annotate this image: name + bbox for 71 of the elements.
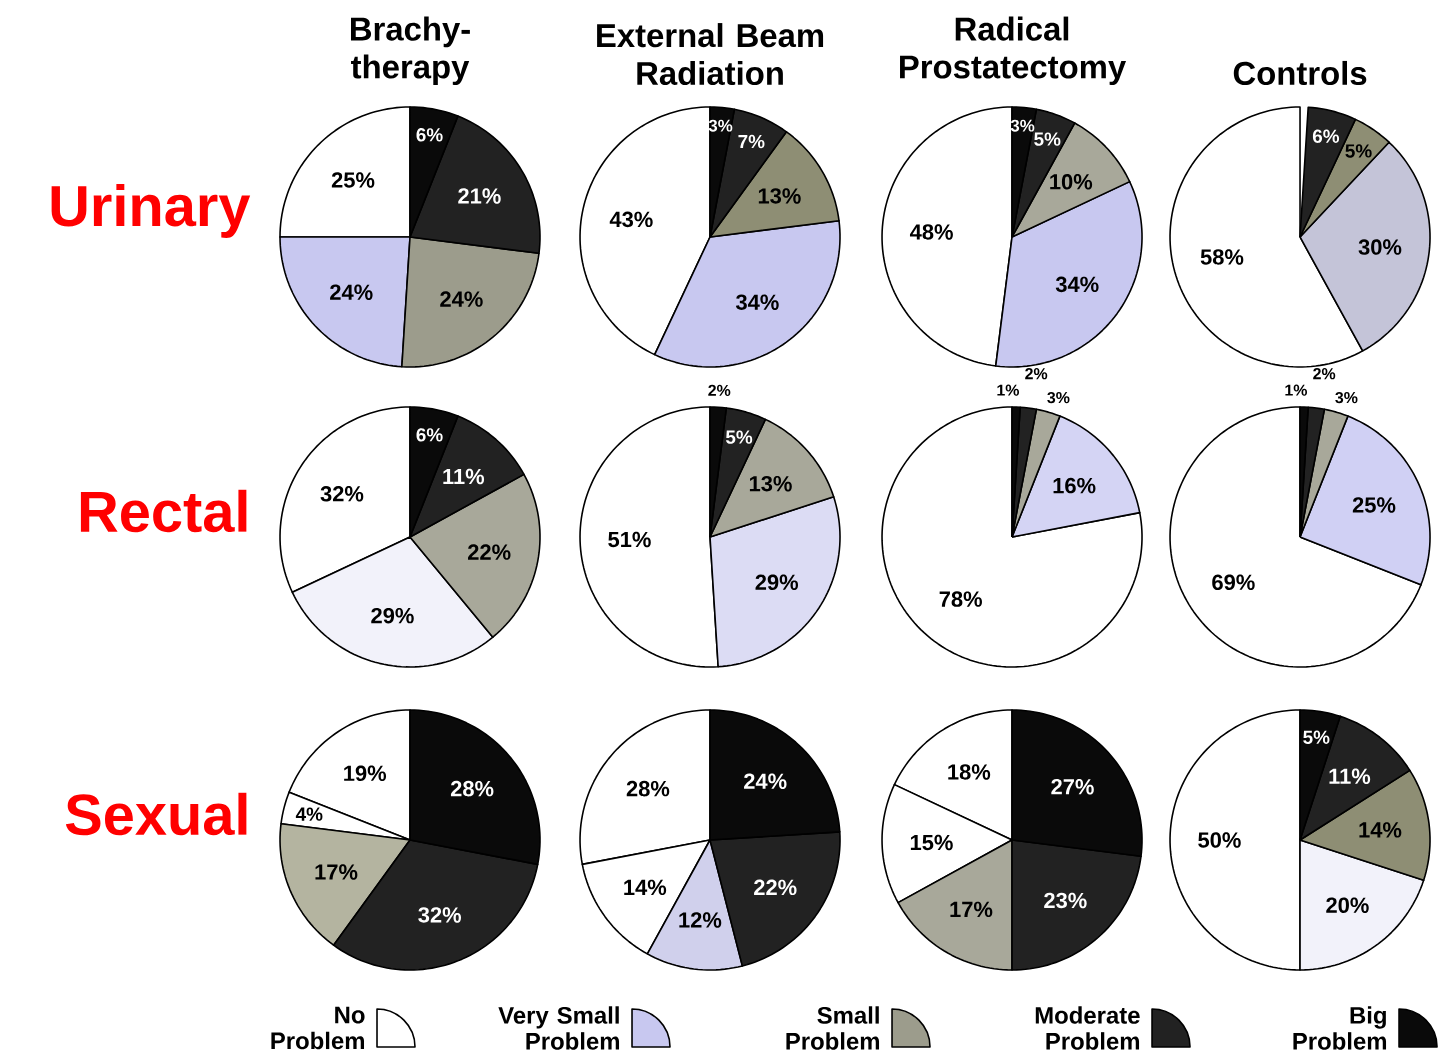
data-label: 6% [416, 128, 443, 142]
data-label: 2% [708, 384, 731, 396]
data-label: 11% [1329, 768, 1371, 785]
data-label: 20% [1326, 897, 1369, 913]
data-label: 51% [608, 531, 651, 548]
data-label: 16% [1053, 477, 1096, 494]
data-label: 24% [330, 284, 373, 300]
text: Rectal [80, 489, 247, 533]
data-label: 22% [754, 879, 797, 896]
legend-label: Very Small Problem [498, 1006, 620, 1050]
data-label: 24% [744, 773, 787, 789]
data-label: 5% [1303, 730, 1330, 744]
legend-label: Big Problem [1293, 1006, 1387, 1050]
data-label: 5% [1034, 132, 1061, 146]
data-label: 13% [758, 188, 801, 204]
data-label: 34% [735, 294, 779, 310]
data-label: 3% [1335, 391, 1358, 404]
data-label: 3% [1010, 119, 1035, 132]
data-label: 5% [725, 430, 753, 444]
data-label: 14% [1359, 822, 1402, 838]
data-label: 78% [939, 591, 982, 607]
data-label: 3% [708, 119, 733, 132]
chart-title: Controls [1233, 60, 1367, 86]
data-label: 7% [738, 134, 765, 149]
data-label: 29% [371, 607, 414, 624]
data-label: 24% [440, 291, 483, 307]
legend-label: Moderate Problem [1035, 1006, 1140, 1050]
data-label: 14% [624, 879, 667, 896]
data-label: 17% [315, 864, 358, 880]
data-label: 11% [443, 468, 485, 485]
data-label: 34% [1055, 276, 1099, 293]
data-label: 13% [749, 475, 792, 492]
data-label: 22% [468, 544, 511, 560]
data-label: 28% [626, 780, 670, 797]
chart-title: Brachy-therapy [351, 16, 470, 86]
data-label: 6% [1312, 129, 1340, 143]
data-label: 1% [1285, 384, 1308, 396]
data-label: 58% [1200, 249, 1244, 265]
data-label: 21% [458, 188, 501, 204]
data-label: 5% [1345, 144, 1372, 158]
data-label: 48% [909, 224, 953, 240]
data-label: 19% [344, 765, 387, 782]
chart-title: Radical Prostatectomy [900, 16, 1127, 86]
data-label: 28% [450, 780, 494, 797]
data-label: 43% [609, 211, 653, 228]
data-label: 1% [997, 384, 1020, 396]
text: Urinary [51, 184, 251, 238]
data-label: 23% [1044, 892, 1087, 909]
data-label: 27% [1051, 778, 1094, 795]
data-label: 29% [755, 574, 799, 591]
data-label: 10% [1050, 174, 1093, 190]
data-label: 3% [1047, 391, 1070, 404]
chart-title: External Beam Radiation [597, 23, 824, 86]
data-label: 17% [950, 901, 993, 918]
data-label: 25% [331, 172, 375, 188]
data-label: 50% [1198, 832, 1241, 848]
data-label: 4% [295, 807, 323, 821]
data-label: 32% [418, 907, 462, 923]
legend-label: Small Problem [786, 1006, 880, 1050]
data-label: 32% [320, 486, 364, 502]
data-label: 2% [1313, 368, 1336, 380]
data-label: 2% [1025, 368, 1048, 380]
data-label: 25% [1352, 497, 1396, 513]
data-label: 69% [1212, 574, 1255, 591]
text: Sexual [65, 792, 247, 836]
data-label: 18% [948, 764, 991, 780]
data-label: 6% [416, 428, 443, 442]
data-label: 15% [910, 834, 953, 851]
data-label: 30% [1358, 239, 1402, 255]
legend-label: No Problem [271, 1006, 365, 1050]
data-label: 12% [679, 912, 722, 928]
